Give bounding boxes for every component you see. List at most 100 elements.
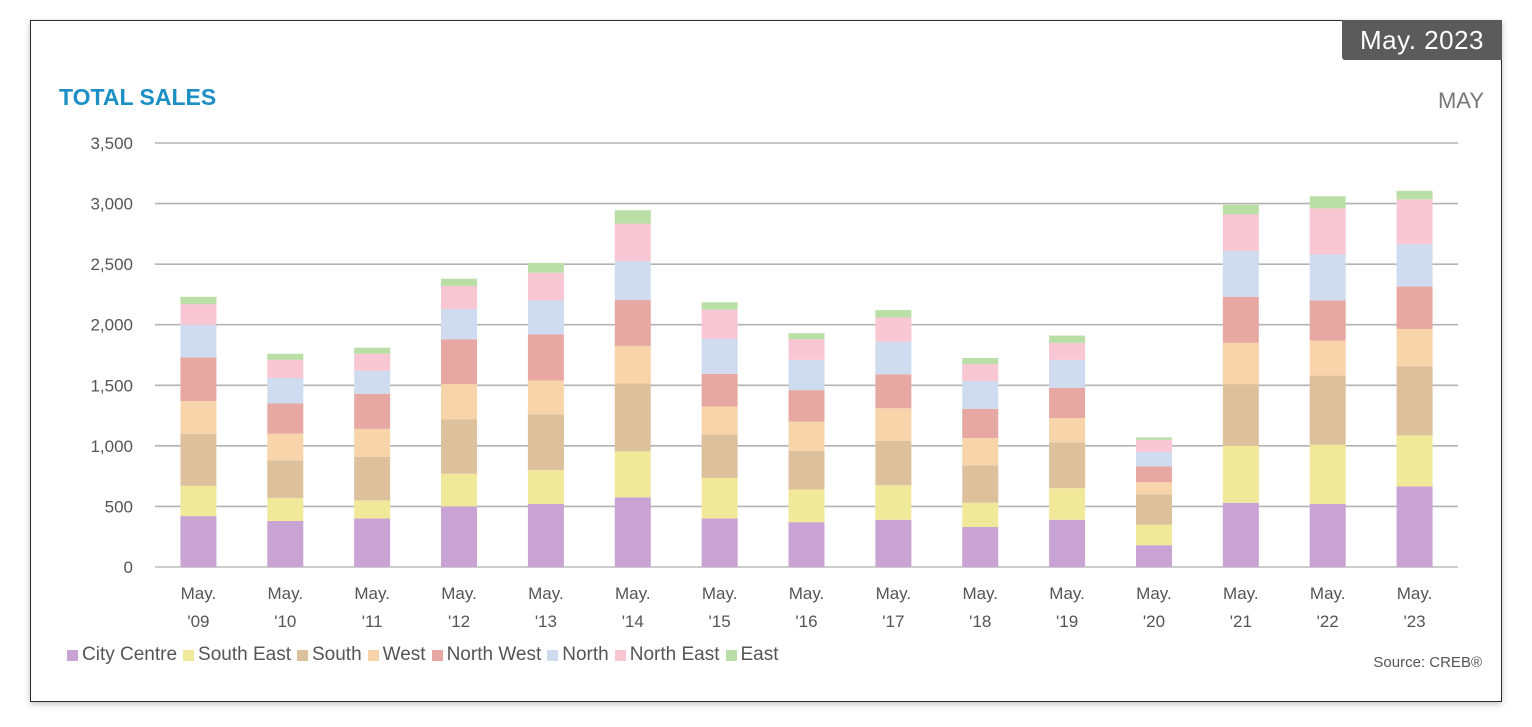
bar-segment-east xyxy=(875,310,912,318)
chart-legend: City Centre South East South West North West… xyxy=(67,644,785,666)
legend-swatch xyxy=(67,649,78,661)
bar-segment-west xyxy=(788,421,825,451)
legend-swatch xyxy=(547,649,559,661)
bar-segment-south xyxy=(701,434,738,478)
bar-segment-city-centre xyxy=(875,519,912,567)
chart-title: TOTAL SALES xyxy=(59,84,217,110)
bar-segment-east xyxy=(527,262,564,273)
bar-segment-city-centre xyxy=(267,520,304,567)
bar-segment-south-east xyxy=(701,477,738,519)
legend-label: North East xyxy=(629,644,720,665)
bar-segment-north xyxy=(788,359,825,391)
bar-segment-north-west xyxy=(875,374,912,409)
bar-segment-east xyxy=(267,353,304,360)
bar-segment-north xyxy=(267,378,304,404)
legend-label: South East xyxy=(198,644,291,665)
bar-segment-north xyxy=(527,300,564,335)
bar-segment-west xyxy=(1222,342,1259,385)
legend-item: North East xyxy=(614,644,720,666)
legend-item: City Centre xyxy=(67,644,177,666)
legend-item: North West xyxy=(431,644,541,666)
bar-segment-south xyxy=(441,419,478,474)
bar-segment-north-east xyxy=(962,364,999,382)
bar-segment-city-centre xyxy=(701,518,738,567)
bar-segment-east xyxy=(1309,196,1346,209)
bar-segment-south xyxy=(180,433,217,486)
bar-segment-south-east xyxy=(441,473,478,507)
legend-swatch xyxy=(183,649,195,661)
x-tick-label: May. xyxy=(268,584,304,603)
bar-segment-south xyxy=(962,465,999,503)
y-tick-label: 3,500 xyxy=(90,134,133,153)
bar-segment-city-centre xyxy=(441,506,478,567)
bar-segment-north xyxy=(1309,254,1346,301)
legend-label: East xyxy=(740,644,779,665)
x-tick-label: May. xyxy=(528,584,564,603)
bar-segment-north-east xyxy=(1309,208,1346,255)
bar-segment-west xyxy=(875,408,912,442)
bar-segment-city-centre xyxy=(962,527,999,567)
x-tick-label: '09 xyxy=(187,612,209,631)
bar-segment-south xyxy=(1135,494,1172,525)
legend-swatch xyxy=(367,649,379,661)
bar-segment-west xyxy=(354,428,391,457)
bar-segment-east xyxy=(701,302,738,310)
bar-segment-east xyxy=(614,210,651,224)
x-tick-label: May. xyxy=(1136,584,1172,603)
bar-segment-south xyxy=(267,460,304,498)
bar-segment-north xyxy=(1222,250,1259,297)
x-tick-label: '13 xyxy=(535,612,557,631)
bar-segment-city-centre xyxy=(1049,519,1086,567)
bar-segment-south xyxy=(354,456,391,501)
bar-segment-west xyxy=(441,384,478,420)
bar-segment-city-centre xyxy=(614,497,651,567)
date-badge: May. 2023 xyxy=(1342,20,1502,60)
bar-segment-south-east xyxy=(1222,445,1259,503)
bar-segment-east xyxy=(441,278,478,286)
y-tick-label: 500 xyxy=(105,497,133,516)
x-tick-label: May. xyxy=(1049,584,1085,603)
x-tick-label: '21 xyxy=(1230,612,1252,631)
bar-segment-south xyxy=(614,383,651,452)
x-tick-label: May. xyxy=(615,584,651,603)
bar-segment-north-west xyxy=(614,299,651,346)
bar-segment-north xyxy=(441,308,478,340)
x-tick-label: '17 xyxy=(882,612,904,631)
y-tick-label: 2,000 xyxy=(90,316,133,335)
bar-segment-north-west xyxy=(1222,296,1259,343)
bar-segment-east xyxy=(1049,335,1086,343)
bar-segment-north-west xyxy=(1396,286,1433,329)
x-tick-label: '18 xyxy=(969,612,991,631)
bar-segment-south xyxy=(875,441,912,486)
bar-segment-east xyxy=(1222,204,1259,215)
bar-segment-south xyxy=(1222,384,1259,446)
bar-segment-city-centre xyxy=(180,516,217,567)
x-tick-label: '20 xyxy=(1143,612,1165,631)
y-tick-label: 0 xyxy=(124,558,133,577)
bar-segment-north-east xyxy=(1396,199,1433,245)
x-tick-label: May. xyxy=(789,584,825,603)
bar-segment-city-centre xyxy=(1396,486,1433,567)
x-tick-label: May. xyxy=(962,584,998,603)
bar-segment-west xyxy=(701,406,738,435)
bar-segment-north xyxy=(1049,359,1086,388)
bar-segment-west xyxy=(267,433,304,461)
bar-segment-south-east xyxy=(962,502,999,528)
bar-segment-south-east xyxy=(354,500,391,519)
bar-segment-south xyxy=(1309,375,1346,445)
bar-segment-north-west xyxy=(441,339,478,385)
bar-segment-east xyxy=(1396,190,1433,200)
x-tick-label: May. xyxy=(876,584,912,603)
bar-segment-north-west xyxy=(354,393,391,429)
bar-segment-north-east xyxy=(1049,342,1086,360)
bar-segment-north-west xyxy=(527,334,564,381)
legend-swatch xyxy=(296,649,308,661)
bar-segment-south-east xyxy=(267,497,304,521)
period-label: MAY xyxy=(1437,88,1484,113)
bar-segment-south-east xyxy=(1309,444,1346,505)
bar-segment-north-east xyxy=(788,339,825,360)
legend-item: South xyxy=(296,644,362,666)
bar-segment-north-west xyxy=(962,408,999,438)
x-tick-label: May. xyxy=(354,584,390,603)
